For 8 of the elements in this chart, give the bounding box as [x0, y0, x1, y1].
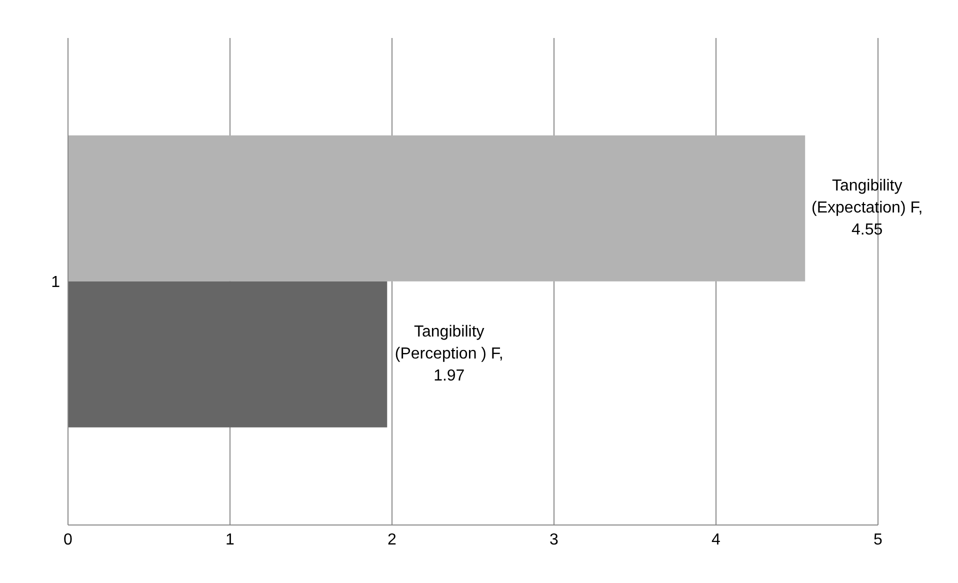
- data-label: Tangibility (Expectation) F, 4.55: [812, 178, 923, 239]
- x-tick-label: 1: [226, 531, 235, 548]
- x-tick-label: 0: [64, 531, 73, 548]
- x-tick-label: 5: [874, 531, 883, 548]
- x-tick-label: 4: [712, 531, 721, 548]
- data-label: Tangibility (Perception ) F, 1.97: [394, 324, 504, 385]
- x-tick-label: 3: [550, 531, 559, 548]
- x-tick-label: 2: [388, 531, 397, 548]
